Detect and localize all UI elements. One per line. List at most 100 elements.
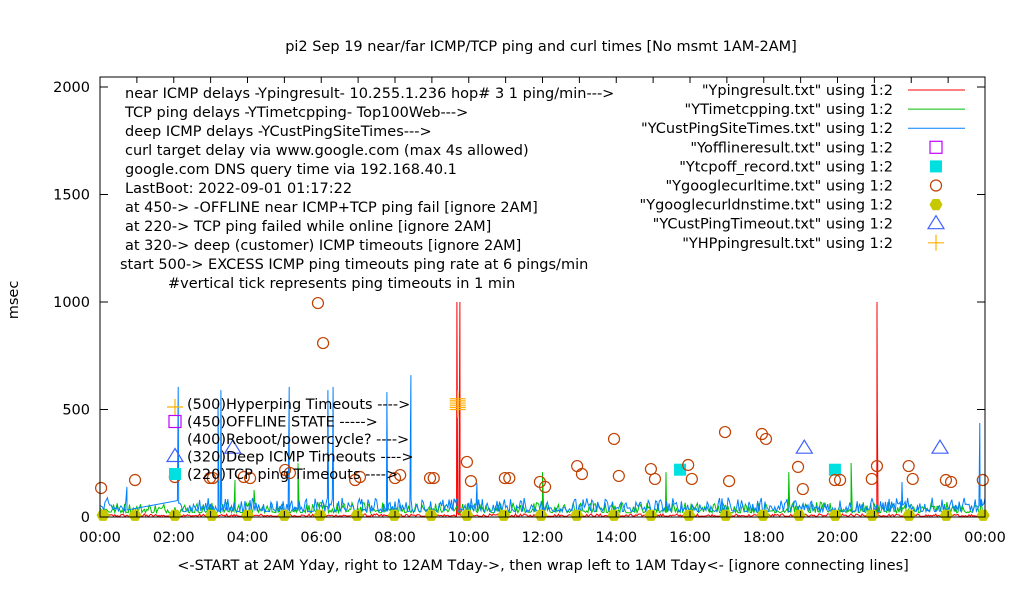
- data-point-open-circle: [865, 472, 878, 486]
- chart-note: at 220-> TCP ping failed while online [i…: [125, 219, 491, 235]
- data-point-plus: [449, 390, 466, 407]
- x-tick-label: 06:00: [300, 530, 342, 546]
- x-tick-label: 00:00: [79, 530, 121, 546]
- data-point-open-circle: [237, 470, 250, 484]
- y-tick-label: 1000: [53, 295, 90, 311]
- legend-entry-label: "Ygooglecurldnstime.txt" using 1:2: [640, 198, 893, 214]
- data-point-filled-hexagon: [644, 509, 658, 521]
- data-point-filled-hexagon: [719, 509, 733, 521]
- x-tick-label: 02:00: [153, 530, 195, 546]
- data-point-filled-hexagon: [168, 509, 182, 521]
- legend-marker-sample: [930, 160, 942, 173]
- data-point-open-circle: [538, 480, 552, 493]
- data-point-open-triangle: [930, 439, 950, 454]
- legend-marker-sample: [929, 140, 943, 154]
- marker-label-sample: [168, 414, 182, 429]
- chart-note: #vertical tick represents ping timeouts …: [168, 276, 515, 292]
- legend-entry-label: "Ygooglecurltime.txt" using 1:2: [666, 179, 894, 195]
- data-point-filled-hexagon: [497, 509, 511, 521]
- chart-title: pi2 Sep 19 near/far ICMP/TCP ping and cu…: [285, 39, 797, 55]
- data-point-open-circle: [902, 459, 915, 473]
- data-point-open-circle: [243, 471, 257, 485]
- data-point-open-circle: [976, 473, 989, 487]
- legend-entry-label: "Yofflineresult.txt" using 1:2: [690, 140, 893, 156]
- data-point-open-circle: [423, 471, 437, 485]
- x-tick-label: 12:00: [522, 530, 564, 546]
- data-point-open-circle: [939, 473, 953, 487]
- data-point-open-circle: [796, 482, 809, 496]
- legend-marker-sample: [929, 199, 943, 211]
- data-point-open-circle: [791, 460, 805, 474]
- chart-note: curl target delay via www.google.com (ma…: [125, 143, 529, 159]
- legend-entry-label: "YTimetcpping.txt" using 1:2: [685, 102, 893, 118]
- chart-note: at 320-> deep (customer) ICMP timeouts […: [125, 238, 521, 254]
- data-point-filled-hexagon: [756, 509, 770, 521]
- data-point-filled-hexagon: [939, 509, 953, 521]
- x-tick-label: 08:00: [374, 530, 416, 546]
- data-point-filled-hexagon: [682, 509, 696, 521]
- marker-label: (220)TCP ping Timeouts ---->: [187, 467, 398, 483]
- data-point-filled-hexagon: [865, 509, 879, 521]
- data-point-open-circle: [648, 472, 662, 486]
- data-point-open-circle: [612, 469, 625, 483]
- data-point-filled-hexagon: [387, 509, 401, 521]
- data-point-filled-hexagon: [424, 509, 438, 521]
- data-point-open-circle: [311, 296, 325, 310]
- data-point-filled-hexagon: [350, 509, 364, 521]
- data-point-open-circle: [128, 473, 142, 487]
- data-point-filled-hexagon: [976, 509, 990, 521]
- data-point-filled-hexagon: [570, 509, 584, 521]
- data-point-filled-hexagon: [460, 509, 474, 521]
- data-point-filled-hexagon: [313, 509, 327, 521]
- x-tick-label: 20:00: [817, 530, 859, 546]
- data-point-open-circle: [353, 470, 367, 484]
- marker-label: (320)Deep ICMP Timeouts ---->: [187, 450, 414, 466]
- data-point-open-triangle: [795, 439, 814, 454]
- legend-marker-sample: [926, 214, 946, 230]
- data-point-open-circle: [906, 472, 919, 486]
- notes-layer: near ICMP delays -Ypingresult- 10.255.1.…: [120, 86, 614, 483]
- data-point-filled-hexagon: [607, 509, 621, 521]
- data-point-open-circle: [759, 432, 773, 446]
- data-point-open-circle: [575, 467, 589, 481]
- data-point-open-circle: [944, 475, 958, 489]
- data-point-filled-square: [828, 463, 841, 476]
- legend-entry-label: "YHPpingresult.txt" using 1:2: [682, 236, 893, 252]
- data-point-filled-hexagon: [534, 509, 548, 521]
- legend-entry-label: "Ypingresult.txt" using 1:2: [702, 83, 893, 99]
- data-point-open-circle: [498, 471, 511, 485]
- chart-note: deep ICMP delays -YCustPingSiteTimes--->: [125, 124, 432, 140]
- y-tick-label: 500: [62, 403, 90, 419]
- ticks-layer: 00:00 02:00 04:00 06:00 08:00 10:00 12:00 14:00…: [53, 77, 1006, 546]
- y-tick-label: 0: [81, 510, 90, 526]
- marker-label: (500)Hyperping Timeouts ---->: [187, 397, 410, 413]
- y-tick-label: 1500: [53, 188, 90, 204]
- x-tick-label: 22:00: [890, 530, 932, 546]
- data-point-open-circle: [206, 471, 219, 485]
- legend: "Ypingresult.txt" using 1:2 "YTimetcpping…: [640, 83, 965, 252]
- legend-entry-label: "YCustPingSiteTimes.txt" using 1:2: [641, 121, 893, 137]
- data-point-open-circle: [722, 474, 736, 488]
- legend-marker-sample: [929, 179, 943, 192]
- x-tick-label: 18:00: [743, 530, 785, 546]
- data-point-open-circle: [427, 471, 440, 485]
- data-point-open-circle: [203, 471, 216, 485]
- x-tick-label: 16:00: [669, 530, 711, 546]
- chart-note: google.com DNS query time via 192.168.40…: [125, 162, 457, 178]
- data-point-filled-hexagon: [205, 509, 219, 521]
- x-axis-label: <-START at 2AM Yday, right to 12AM Tday-…: [177, 558, 909, 574]
- data-point-open-circle: [828, 473, 842, 487]
- data-point-open-circle: [718, 425, 732, 439]
- data-point-open-triangle: [223, 439, 242, 454]
- legend-entry-label: "YCustPingTimeout.txt" using 1:2: [653, 217, 893, 233]
- data-point-open-circle: [685, 472, 698, 486]
- data-point-open-circle: [95, 481, 108, 495]
- series-line-2: [99, 375, 986, 514]
- data-point-open-circle: [607, 432, 621, 446]
- legend-entry-label: "Ytcpoff_record.txt" using 1:2: [679, 159, 893, 175]
- data-point-open-circle: [460, 455, 474, 469]
- y-axis-label: msec: [6, 281, 22, 320]
- chart-note: start 500-> EXCESS ICMP ping timeouts pi…: [120, 257, 588, 273]
- marker-label-sample: [169, 468, 181, 480]
